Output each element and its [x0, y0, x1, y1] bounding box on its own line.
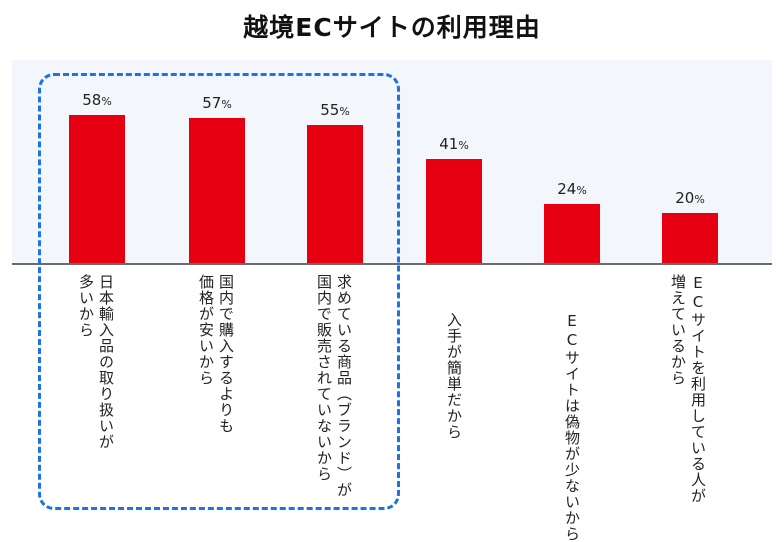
- value-label-0: 58%: [82, 91, 112, 109]
- category-label-line1: 入手が簡単だから: [445, 312, 463, 440]
- plot-area: [12, 60, 772, 263]
- bar-2: [307, 125, 363, 263]
- category-label-line1: ECサイトを利用している人が: [689, 274, 707, 504]
- top3-highlight-box: [38, 73, 400, 510]
- value-label-5: 20%: [675, 189, 705, 207]
- category-label-4: ECサイトは偽物が少ないから: [562, 274, 602, 542]
- category-label-2: 求めている商品（ブランド）が 国内で販売されていないから: [314, 274, 354, 498]
- category-label-line2: 国内で販売されていないから: [315, 274, 333, 482]
- category-label-line1: 求めている商品（ブランド）が: [335, 274, 353, 498]
- bar-3: [426, 159, 482, 263]
- x-axis-baseline: [12, 263, 772, 265]
- category-label-line1: ECサイトは偽物が少ないから: [563, 312, 581, 542]
- bar-1: [189, 118, 245, 263]
- bar-4: [544, 204, 600, 263]
- category-label-0: 日本輸入品の取り扱いが 多いから: [76, 274, 116, 450]
- category-label-1: 国内で購入するよりも 価格が安いから: [196, 274, 236, 434]
- value-label-1: 57%: [202, 94, 232, 112]
- category-label-line2: 多いから: [77, 274, 95, 338]
- category-label-3: 入手が簡単だから: [444, 274, 484, 440]
- bar-0: [69, 115, 125, 263]
- category-label-line2: 価格が安いから: [197, 274, 215, 386]
- chart-title: 越境ECサイトの利用理由: [243, 13, 541, 42]
- bar-5: [662, 213, 718, 263]
- category-label-line1: 日本輸入品の取り扱いが: [97, 274, 115, 450]
- value-label-4: 24%: [557, 180, 587, 198]
- value-label-3: 41%: [439, 135, 469, 153]
- category-label-5: ECサイトを利用している人が 増えているから: [668, 274, 708, 504]
- value-label-2: 55%: [320, 101, 350, 119]
- category-label-line1: 国内で購入するよりも: [217, 274, 235, 434]
- category-label-line2: 増えているから: [669, 274, 687, 386]
